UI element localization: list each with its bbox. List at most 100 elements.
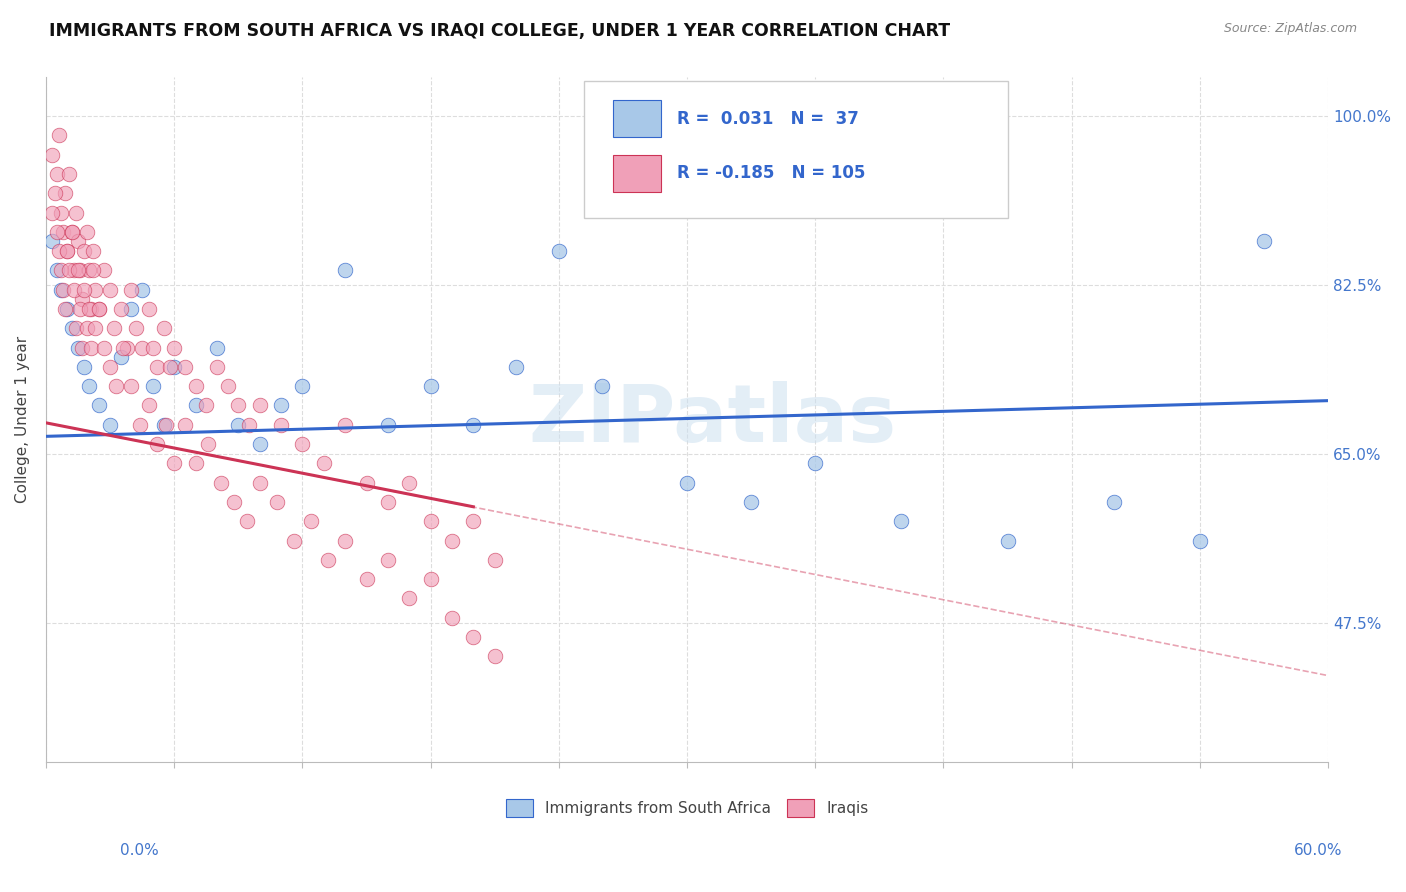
Point [73,283,96,297]
Point [356,572,378,586]
Point [142,379,165,393]
Point [398,475,420,490]
Point [44,186,66,201]
Point [184,379,207,393]
Point [356,475,378,490]
Point [98,359,121,374]
Point [76,225,98,239]
Point [73,244,96,259]
Text: R = -0.185   N = 105: R = -0.185 N = 105 [676,164,865,182]
Text: 60.0%: 60.0% [1295,843,1343,858]
Point [146,437,169,451]
Point [89,301,111,316]
Point [152,321,174,335]
Point [45,225,67,239]
FancyBboxPatch shape [585,81,1008,218]
Point [98,283,121,297]
Point [41,235,63,249]
Point [80,301,103,316]
Text: IMMIGRANTS FROM SOUTH AFRICA VS IRAQI COLLEGE, UNDER 1 YEAR CORRELATION CHART: IMMIGRANTS FROM SOUTH AFRICA VS IRAQI CO… [49,22,950,40]
Point [238,417,260,432]
Point [62,283,84,297]
Point [197,437,219,451]
Point [72,341,94,355]
Point [997,533,1019,548]
Point [312,456,335,470]
Point [463,630,485,644]
Point [205,359,228,374]
Point [65,205,87,219]
Point [440,611,463,625]
Point [377,553,399,567]
Point [120,283,142,297]
Point [184,456,207,470]
Y-axis label: College, Under 1 year: College, Under 1 year [15,336,30,503]
Text: ZIPatlas: ZIPatlas [529,381,897,459]
Point [60,225,83,239]
Point [1104,495,1126,509]
Point [333,417,356,432]
Point [62,263,84,277]
Point [146,359,169,374]
Text: Source: ZipAtlas.com: Source: ZipAtlas.com [1223,22,1357,36]
Point [173,417,195,432]
Point [41,205,63,219]
Point [73,359,96,374]
Point [110,301,132,316]
Point [66,235,89,249]
Point [142,341,165,355]
Point [80,341,103,355]
Point [283,533,305,548]
Point [173,359,195,374]
Point [205,341,228,355]
Point [377,495,399,509]
Point [463,514,485,528]
Point [111,341,134,355]
Point [110,350,132,364]
Point [740,495,762,509]
Point [1188,533,1211,548]
Point [49,263,72,277]
Point [98,417,121,432]
Point [419,379,441,393]
Point [236,514,259,528]
Point [249,399,271,413]
Point [131,283,153,297]
Point [120,379,142,393]
Point [249,437,271,451]
Point [76,321,98,335]
Point [66,341,89,355]
Point [49,283,72,297]
Point [125,321,148,335]
Point [84,283,107,297]
Point [82,263,104,277]
Point [93,341,115,355]
Point [45,167,67,181]
Point [65,321,87,335]
Point [115,341,138,355]
Point [152,417,174,432]
Point [270,399,292,413]
Point [66,263,89,277]
Point [48,128,70,143]
Legend: Immigrants from South Africa, Iraqis: Immigrants from South Africa, Iraqis [499,792,875,823]
Point [155,417,177,432]
Point [60,321,83,335]
Point [163,341,186,355]
Point [56,301,79,316]
Point [195,399,218,413]
Point [138,301,160,316]
Point [226,417,249,432]
Point [52,225,75,239]
Point [398,591,420,606]
Point [93,263,115,277]
Point [804,456,827,470]
Point [77,379,100,393]
Point [56,244,79,259]
Point [77,301,100,316]
Point [484,553,506,567]
Point [89,301,111,316]
Point [440,533,463,548]
Point [49,205,72,219]
Point [333,533,356,548]
